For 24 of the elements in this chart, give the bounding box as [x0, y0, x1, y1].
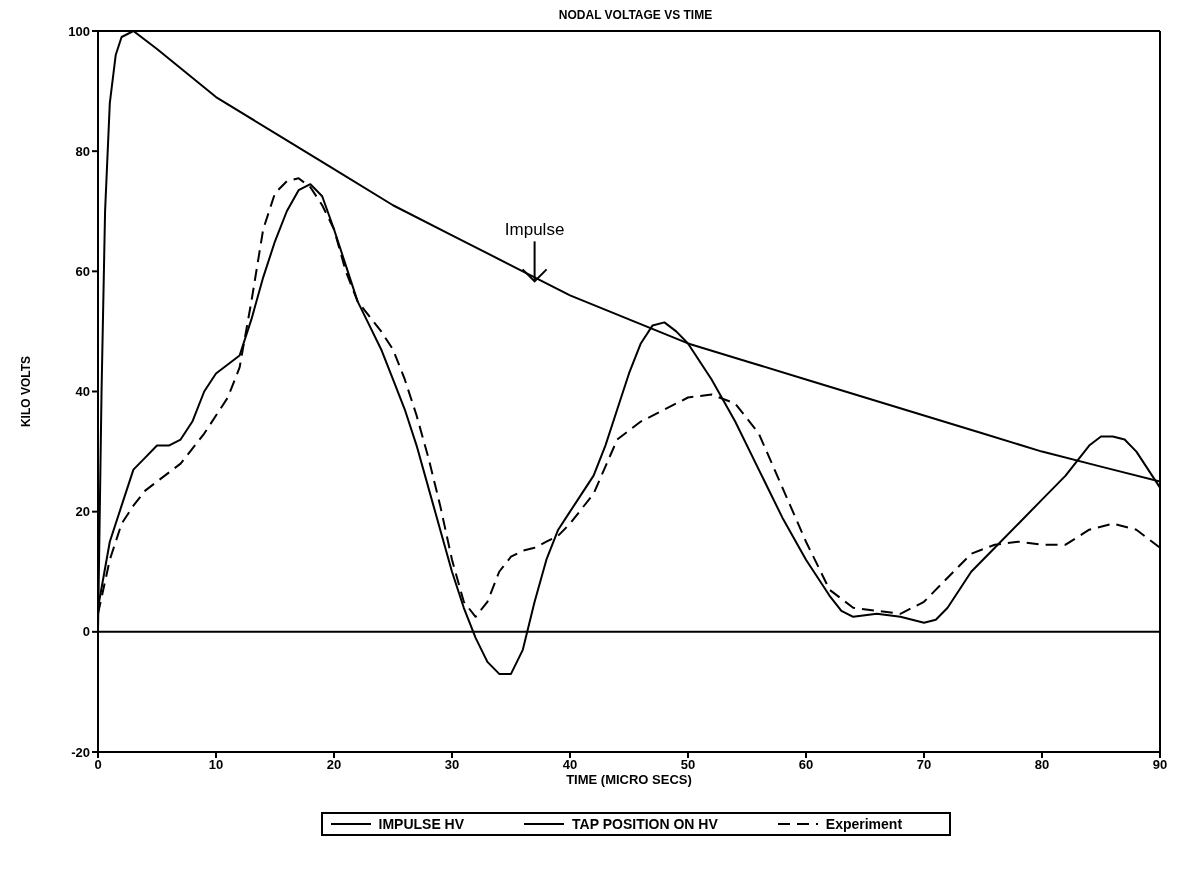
y-tick-label: 40 — [75, 384, 90, 400]
x-tick-label: 20 — [326, 757, 342, 773]
y-tick-label: 20 — [75, 504, 90, 520]
x-axis-title: TIME (MICRO SECS) — [566, 772, 692, 787]
x-tick-label: 60 — [798, 757, 814, 773]
x-tick-label: 40 — [562, 757, 578, 773]
y-tick-label: 60 — [75, 263, 90, 279]
x-tick-label: 80 — [1034, 757, 1050, 773]
x-tick-label: 90 — [1152, 757, 1168, 773]
y-tick-label: -20 — [71, 744, 90, 760]
annotation: Impulse — [504, 220, 565, 240]
x-tick-label: 0 — [94, 757, 102, 773]
x-tick-label: 10 — [208, 757, 224, 773]
y-axis-title: KILO VOLTS — [19, 355, 34, 428]
legend-label: IMPULSE HV — [378, 816, 465, 832]
x-tick-label: 50 — [680, 757, 696, 773]
legend-label: Experiment — [825, 816, 903, 832]
legend-label: TAP POSITION ON HV — [572, 816, 718, 832]
x-tick-label: 30 — [444, 757, 460, 773]
y-tick-label: 0 — [82, 624, 90, 640]
x-tick-label: 70 — [916, 757, 932, 773]
y-tick-label: 100 — [68, 23, 90, 39]
y-tick-label: 80 — [75, 143, 90, 159]
chart-title: NODAL VOLTAGE VS TIME — [557, 8, 714, 22]
